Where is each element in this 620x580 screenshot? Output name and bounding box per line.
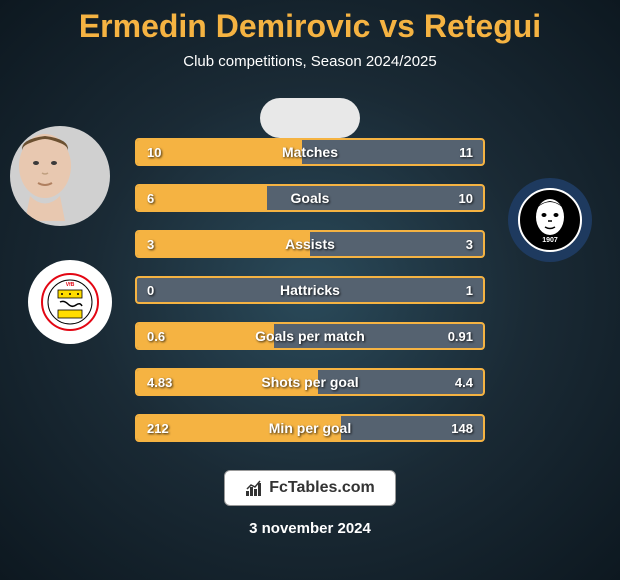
stat-label: Min per goal [269, 420, 351, 436]
stat-row-min-per-goal: 212 Min per goal 148 [135, 414, 485, 442]
stat-left-value: 0 [147, 283, 154, 298]
chart-icon [245, 479, 263, 497]
stat-left-value: 6 [147, 191, 154, 206]
stat-row-assists: 3 Assists 3 [135, 230, 485, 258]
stat-right-value: 10 [459, 191, 473, 206]
stat-label: Shots per goal [261, 374, 358, 390]
stat-row-matches: 10 Matches 11 [135, 138, 485, 166]
stat-label: Goals per match [255, 328, 365, 344]
stats-container: 10 Matches 11 6 Goals 10 3 Assists 3 0 H… [135, 138, 485, 442]
stat-label: Goals [291, 190, 330, 206]
stat-right-value: 0.91 [448, 329, 473, 344]
stat-right-value: 4.4 [455, 375, 473, 390]
stat-right-value: 1 [466, 283, 473, 298]
stat-left-value: 0.6 [147, 329, 165, 344]
stat-left-value: 10 [147, 145, 161, 160]
stat-fill-left [137, 186, 267, 210]
svg-text:VfB: VfB [66, 282, 75, 288]
stat-label: Hattricks [280, 282, 340, 298]
fctables-attribution: FcTables.com [224, 470, 396, 506]
stat-left-value: 3 [147, 237, 154, 252]
stat-row-shots-per-goal: 4.83 Shots per goal 4.4 [135, 368, 485, 396]
stat-left-value: 4.83 [147, 375, 172, 390]
stat-fill-left [137, 140, 302, 164]
stat-right-value: 3 [466, 237, 473, 252]
stat-row-goals: 6 Goals 10 [135, 184, 485, 212]
stat-label: Matches [282, 144, 338, 160]
player-right-photo [260, 98, 360, 138]
svg-text:1907: 1907 [542, 237, 558, 244]
comparison-date: 3 november 2024 [249, 520, 371, 537]
fctables-text: FcTables.com [269, 479, 375, 497]
stat-left-value: 212 [147, 421, 169, 436]
club-badge-left: VfB [28, 260, 112, 344]
stat-right-value: 148 [451, 421, 473, 436]
stat-label: Assists [285, 236, 335, 252]
comparison-subtitle: Club competitions, Season 2024/2025 [183, 53, 437, 70]
stat-row-goals-per-match: 0.6 Goals per match 0.91 [135, 322, 485, 350]
stat-row-hattricks: 0 Hattricks 1 [135, 276, 485, 304]
stat-fill-left [137, 232, 310, 256]
player-left-photo [10, 126, 110, 226]
comparison-title: Ermedin Demirovic vs Retegui [79, 8, 541, 45]
club-badge-right: 1907 [508, 178, 592, 262]
stat-right-value: 11 [459, 145, 473, 160]
